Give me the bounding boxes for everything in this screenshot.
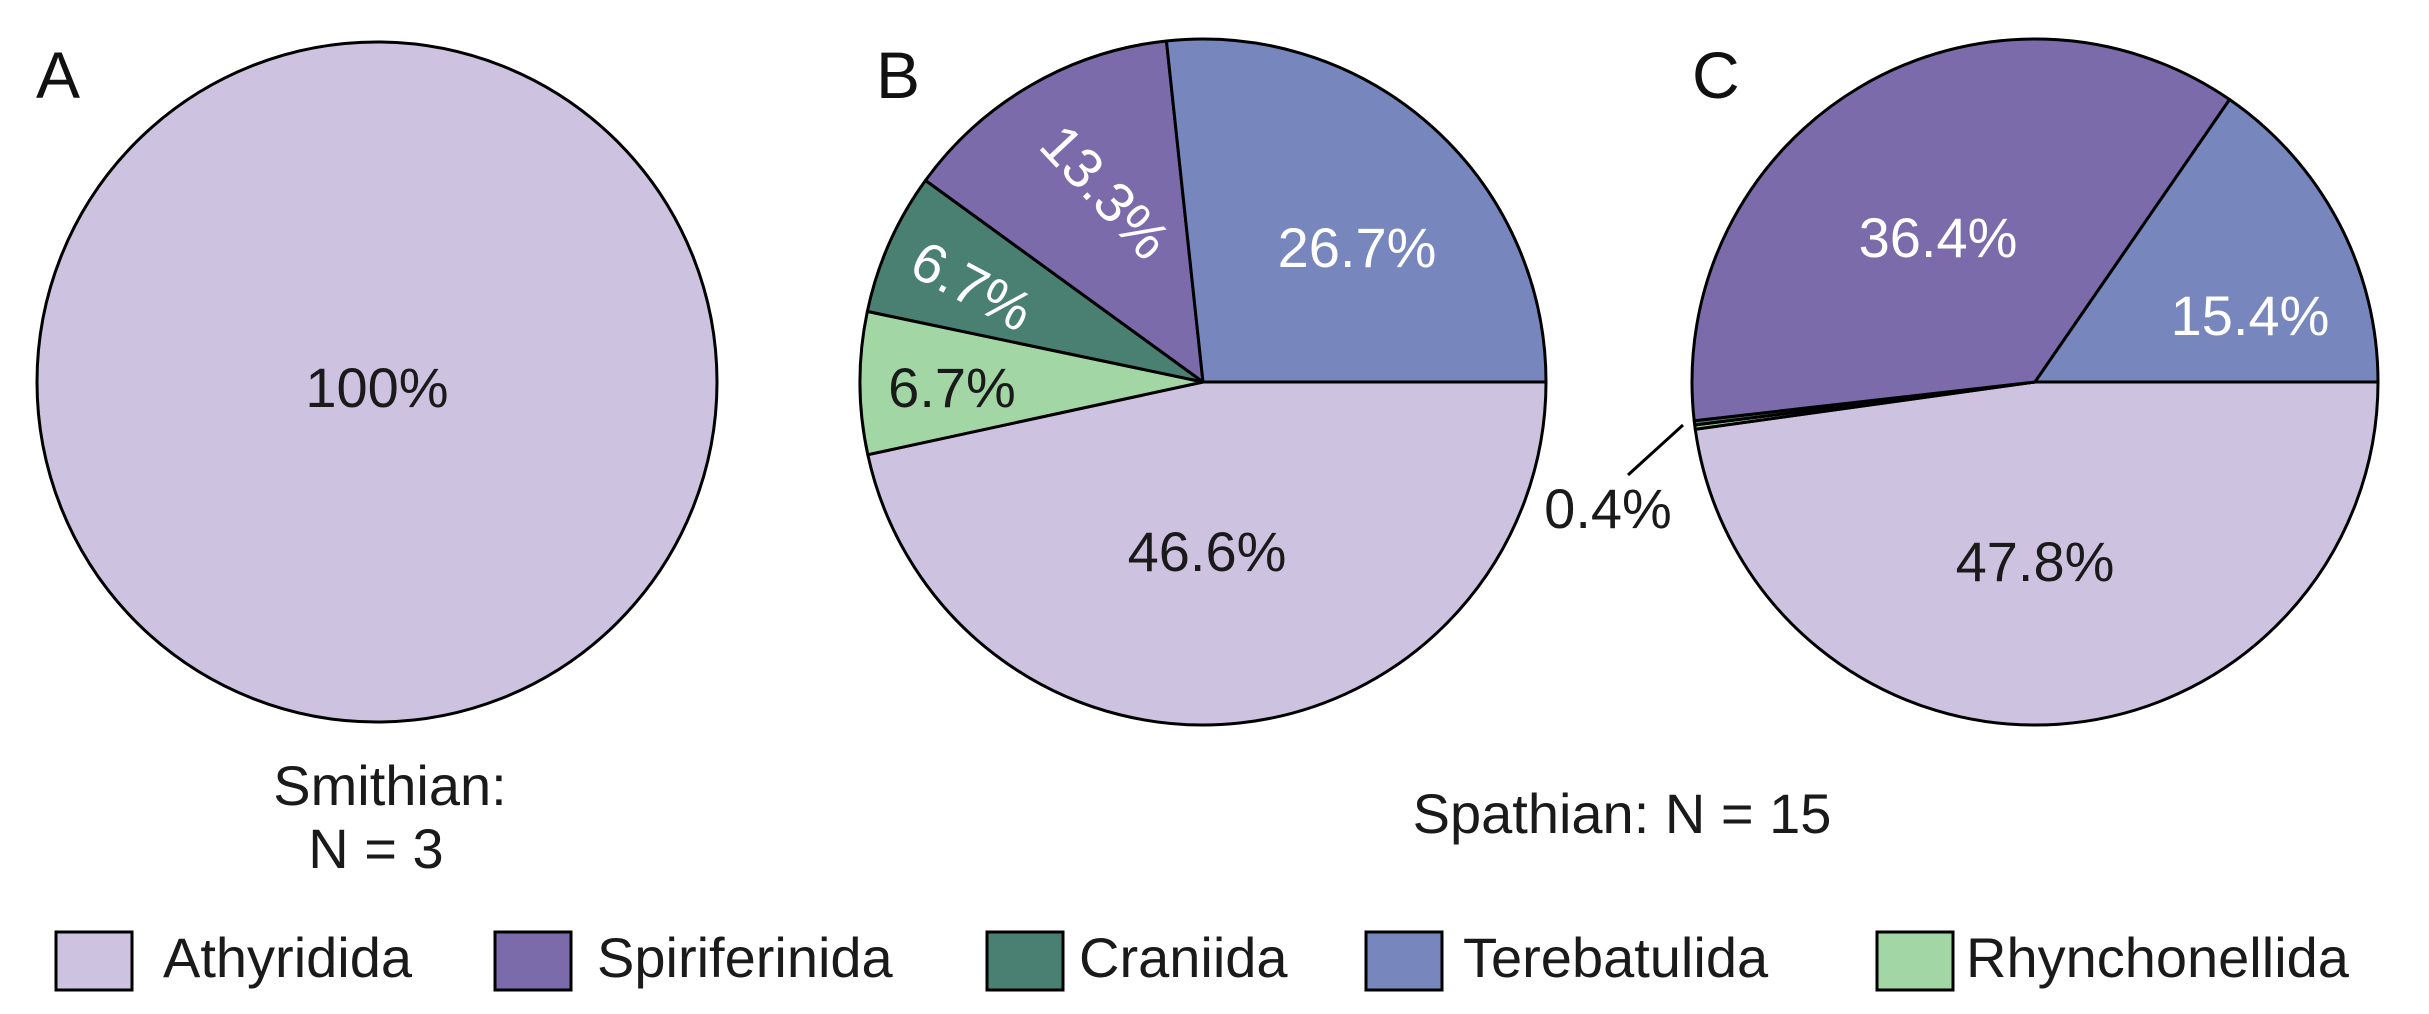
pie-b-label-athyridida: 46.6% xyxy=(1128,520,1287,583)
legend-label-craniida: Craniida xyxy=(1079,926,1288,989)
pie-a-slice-athyridida xyxy=(35,40,719,724)
legend-item-terebatulida: Terebatulida xyxy=(1364,926,1769,992)
pie-c-label-terebatulida: 15.4% xyxy=(2171,284,2330,347)
legend-label-terebatulida: Terebatulida xyxy=(1463,926,1769,989)
legend-swatch-craniida xyxy=(985,930,1065,992)
pie-b-label-rhynchonellida: 6.7% xyxy=(888,356,1016,419)
panel-a: A 100% Smithian: N = 3 xyxy=(35,38,719,880)
pie-c-slice-spiriferinida xyxy=(1690,37,2232,423)
pie-b: 46.6%6.7%6.7%13.3% 26.7% xyxy=(858,37,1548,727)
pie-b-slice-rhynchonellida xyxy=(858,309,1205,457)
pie-b-slice-athyridida xyxy=(866,380,1548,727)
legend-swatch-athyridida xyxy=(54,930,134,992)
pie-a-label-athyridida: 100% xyxy=(305,356,448,419)
callout-leader-line xyxy=(1626,423,1685,477)
panel-letter-c: C xyxy=(1692,38,1740,112)
legend-label-athyridida: Athyridida xyxy=(163,926,413,989)
legend-label-spiriferinida: Spiriferinida xyxy=(597,926,894,989)
panel-letter-a: A xyxy=(36,38,80,112)
panel-letter-b: B xyxy=(876,38,920,112)
callout-label: 0.4% xyxy=(1544,477,1672,540)
legend-swatch-rhynchonellida xyxy=(1875,930,1955,992)
pie-c-slice-athyridida xyxy=(1693,380,2380,727)
pie-b-slice-spiriferinida xyxy=(924,39,1205,384)
smithian-caption-line1: Smithian: xyxy=(273,754,506,817)
pie-c-label-spiriferinida: 36.4% xyxy=(1859,206,2018,269)
legend-item-spiriferinida: Spiriferinida xyxy=(493,926,894,992)
legend-label-rhynchonellida: Rhynchonellida xyxy=(1966,926,2350,989)
pie-a: 100% xyxy=(35,40,719,724)
legend-swatch-spiriferinida xyxy=(493,930,573,992)
panel-b: B 46.6%6.7%6.7%13.3% 26.7% xyxy=(858,37,1548,727)
pie-b-label-terebatulida: 26.7% xyxy=(1278,216,1437,279)
panel-c: C 47.8% 36.4% 15.4% 0.4% xyxy=(1544,37,2380,727)
legend: Athyridida Spiriferinida Craniida Tereba… xyxy=(54,926,2350,992)
legend-swatch-terebatulida xyxy=(1364,930,1444,992)
smithian-caption-line2: N = 3 xyxy=(308,817,443,880)
pie-b-slice-craniida xyxy=(865,178,1205,384)
legend-item-rhynchonellida: Rhynchonellida xyxy=(1875,926,2350,992)
pie-c-slice-terebatulida xyxy=(2033,98,2380,384)
legend-item-craniida: Craniida xyxy=(985,926,1288,992)
pie-c-label-athyridida: 47.8% xyxy=(1956,530,2115,593)
pie-c: 47.8% 36.4% 15.4% xyxy=(1690,37,2380,727)
legend-item-athyridida: Athyridida xyxy=(54,926,413,992)
spathian-caption: Spathian: N = 15 xyxy=(1413,782,1832,845)
pie-b-slice-terebatulida xyxy=(1164,37,1548,384)
